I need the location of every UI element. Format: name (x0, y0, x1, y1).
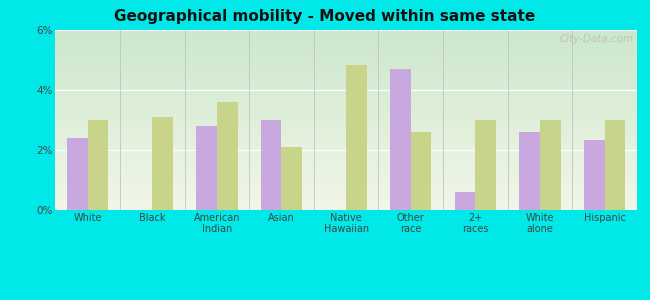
Bar (540, 120, 561, 210)
Bar (346, 64, 367, 210)
Bar (67, 138, 88, 210)
Bar (196, 126, 217, 210)
Bar (411, 132, 432, 210)
Bar (281, 147, 302, 210)
Bar (88, 120, 109, 210)
Bar (152, 117, 173, 210)
Bar (519, 132, 540, 210)
Bar (217, 102, 237, 210)
Bar (390, 69, 411, 210)
Bar (584, 140, 605, 210)
Bar (261, 120, 281, 210)
Text: City-Data.com: City-Data.com (560, 34, 634, 44)
Bar (455, 192, 475, 210)
Bar (475, 120, 496, 210)
Text: Geographical mobility - Moved within same state: Geographical mobility - Moved within sam… (114, 9, 536, 24)
Bar (604, 120, 625, 210)
